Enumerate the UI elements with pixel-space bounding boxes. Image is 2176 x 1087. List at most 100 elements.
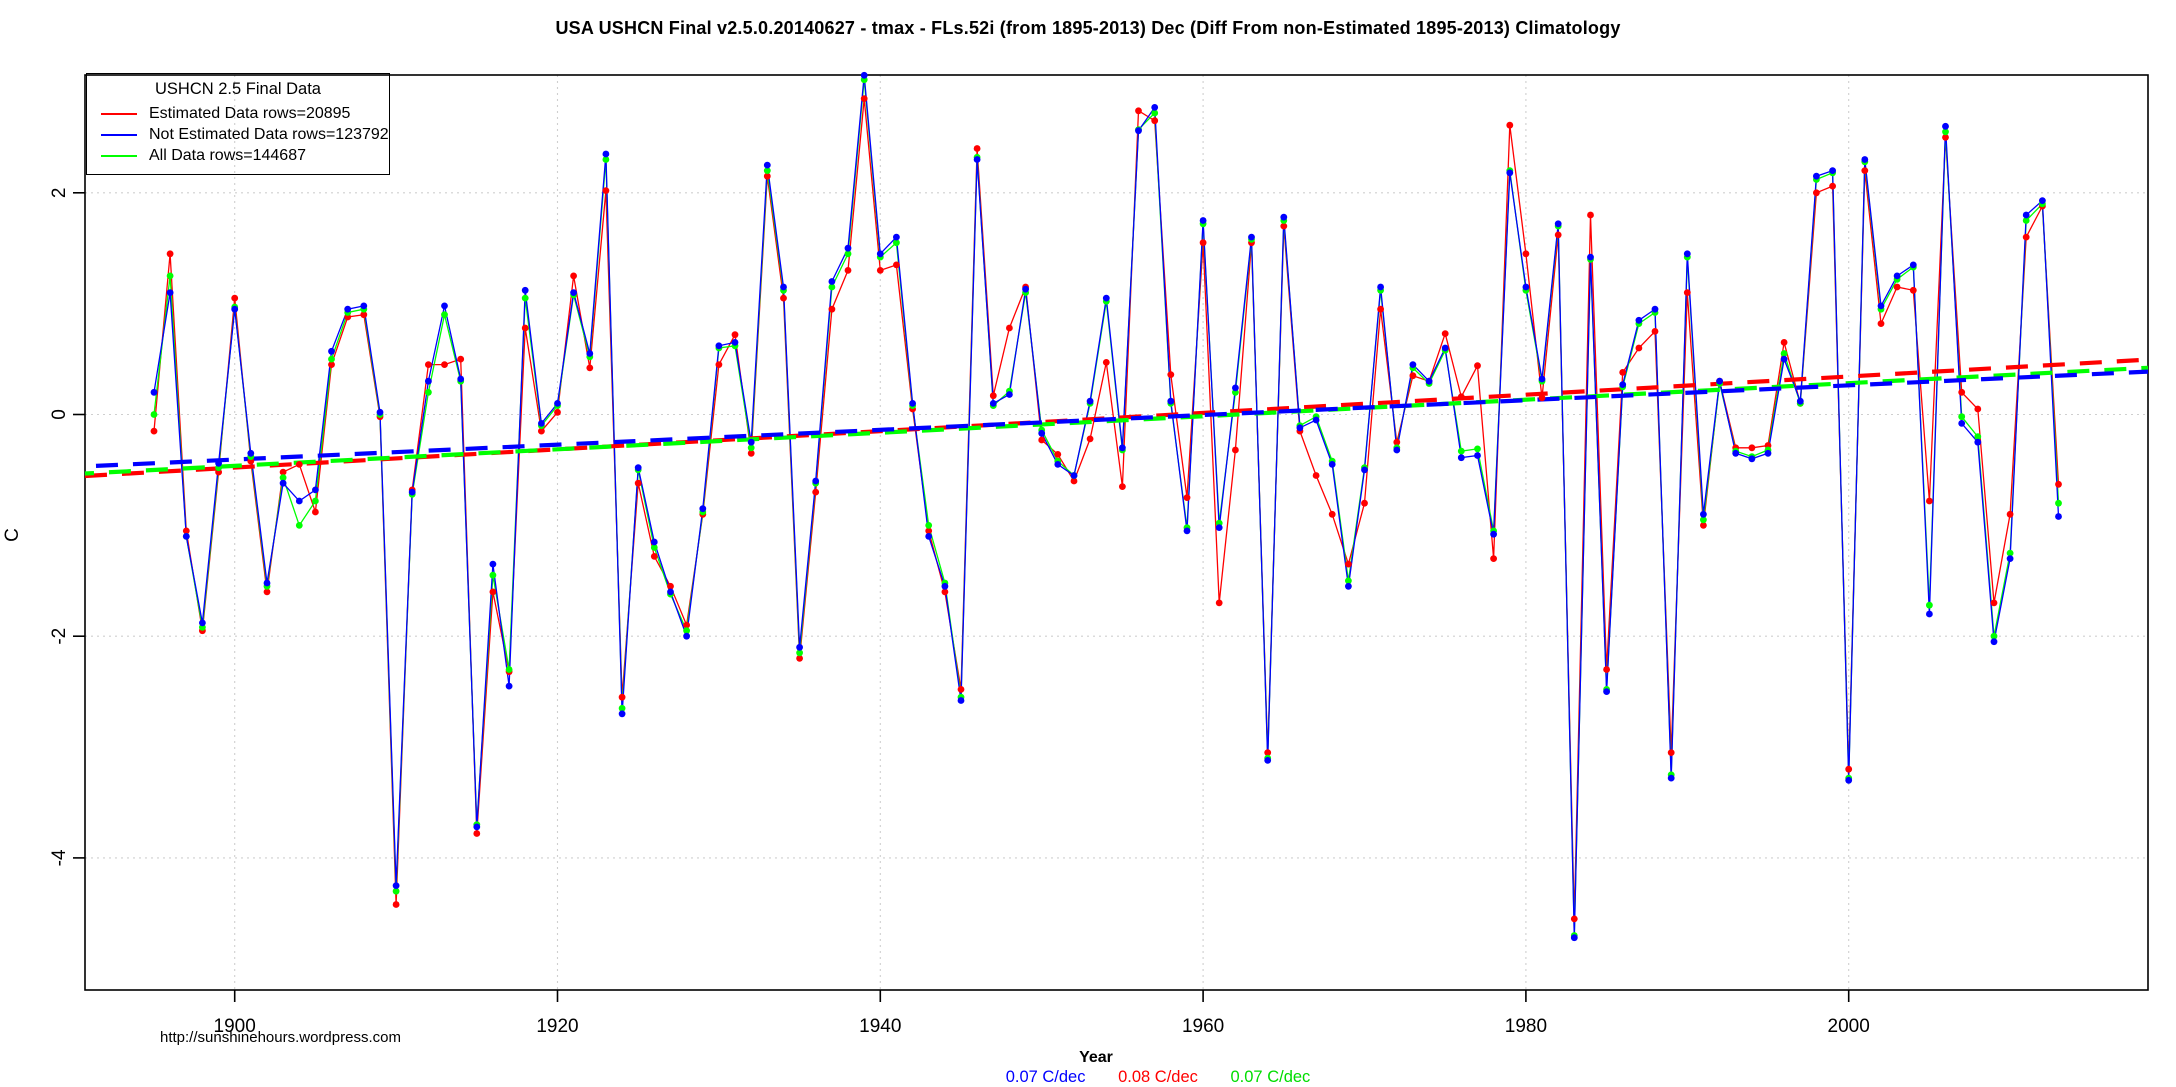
data-point <box>2022 211 2030 219</box>
data-point <box>1086 397 1094 405</box>
data-point <box>731 339 739 346</box>
data-point <box>1457 393 1465 401</box>
legend-box: USHCN 2.5 Final Data Estimated Data rows… <box>86 73 390 175</box>
data-point <box>796 649 803 657</box>
data-point <box>489 571 497 579</box>
data-point <box>150 388 158 396</box>
data-point <box>1135 127 1142 135</box>
data-point <box>166 250 174 258</box>
data-point <box>1748 444 1756 452</box>
data-point <box>667 588 674 596</box>
x-tick-label: 1900 <box>214 1016 256 1037</box>
data-point <box>2006 510 2014 518</box>
chart-title: USA USHCN Final v2.5.0.20140627 - tmax -… <box>555 18 1621 38</box>
data-point <box>1070 477 1078 485</box>
data-point <box>1248 233 1255 241</box>
data-point <box>747 449 755 457</box>
data-point <box>1183 494 1191 501</box>
data-point <box>1974 405 1982 413</box>
data-point <box>844 267 852 274</box>
data-point <box>328 347 335 355</box>
data-point <box>731 331 739 339</box>
data-point <box>1490 555 1497 562</box>
data-point <box>1829 167 1836 175</box>
data-point <box>1942 128 1949 136</box>
data-point <box>1700 510 1707 518</box>
data-point <box>1861 167 1869 175</box>
data-point <box>973 156 981 163</box>
data-point <box>1554 220 1562 228</box>
data-point <box>683 621 690 629</box>
data-point <box>667 582 674 590</box>
data-point <box>1813 172 1820 180</box>
data-point <box>457 355 465 363</box>
data-point <box>1102 359 1110 366</box>
data-point <box>505 682 513 690</box>
data-point <box>1296 424 1304 432</box>
data-point <box>1474 362 1481 370</box>
data-point <box>279 474 287 482</box>
data-point <box>1522 250 1530 258</box>
data-point <box>1232 384 1239 392</box>
data-point <box>521 286 529 294</box>
data-point <box>618 710 626 718</box>
data-point <box>312 508 319 516</box>
data-point <box>1861 156 1869 163</box>
data-point <box>295 497 303 505</box>
data-point <box>392 901 400 908</box>
data-point <box>2055 513 2062 520</box>
data-point <box>1038 436 1046 444</box>
data-point <box>699 505 707 513</box>
data-point <box>1522 283 1530 291</box>
data-point <box>1345 560 1352 568</box>
data-point <box>215 459 223 467</box>
legend-title: USHCN 2.5 Final Data <box>155 80 321 98</box>
data-point <box>1635 316 1643 324</box>
data-point <box>1457 454 1465 462</box>
data-point <box>1974 438 1982 446</box>
data-point <box>876 250 884 258</box>
data-point <box>1006 391 1013 398</box>
data-point <box>1748 455 1756 463</box>
data-point <box>860 95 868 102</box>
data-point <box>1877 302 1885 310</box>
data-point <box>1328 461 1336 468</box>
data-point <box>1119 444 1126 452</box>
data-point <box>1958 420 1966 427</box>
data-point <box>199 619 206 627</box>
x-tick-label: 1980 <box>1505 1016 1547 1037</box>
data-point <box>650 544 658 551</box>
data-point <box>1780 339 1788 346</box>
data-point <box>231 305 239 313</box>
data-point <box>1813 189 1820 197</box>
data-point <box>941 588 949 596</box>
data-point <box>957 697 965 704</box>
data-point <box>1926 497 1933 505</box>
data-point <box>1215 599 1223 607</box>
y-tick-label: -4 <box>49 849 70 866</box>
data-point <box>586 350 594 357</box>
data-point <box>1667 749 1675 756</box>
data-point <box>392 882 400 889</box>
data-point <box>263 579 271 587</box>
data-point <box>715 361 723 368</box>
trend-rate-labels: 0.07 C/dec 0.08 C/dec 0.07 C/dec <box>992 1068 1325 1087</box>
data-point <box>1909 261 1917 269</box>
y-tick-label: 2 <box>49 188 70 199</box>
data-point <box>1990 632 1998 640</box>
data-point <box>554 400 561 407</box>
data-point <box>1086 435 1094 443</box>
data-point <box>473 830 481 837</box>
data-point <box>1312 472 1320 479</box>
data-point <box>1457 447 1465 455</box>
data-point <box>2022 233 2030 241</box>
data-point <box>1893 283 1901 291</box>
legend-label-all-data: All Data rows=144687 <box>149 147 306 164</box>
data-point <box>473 823 481 831</box>
data-point <box>925 522 933 529</box>
data-point <box>634 479 642 487</box>
legend-swatch-all-data-icon <box>101 154 137 157</box>
data-point <box>941 582 949 590</box>
legend-swatch-not-estimated-icon <box>101 133 137 136</box>
data-point <box>602 187 610 195</box>
